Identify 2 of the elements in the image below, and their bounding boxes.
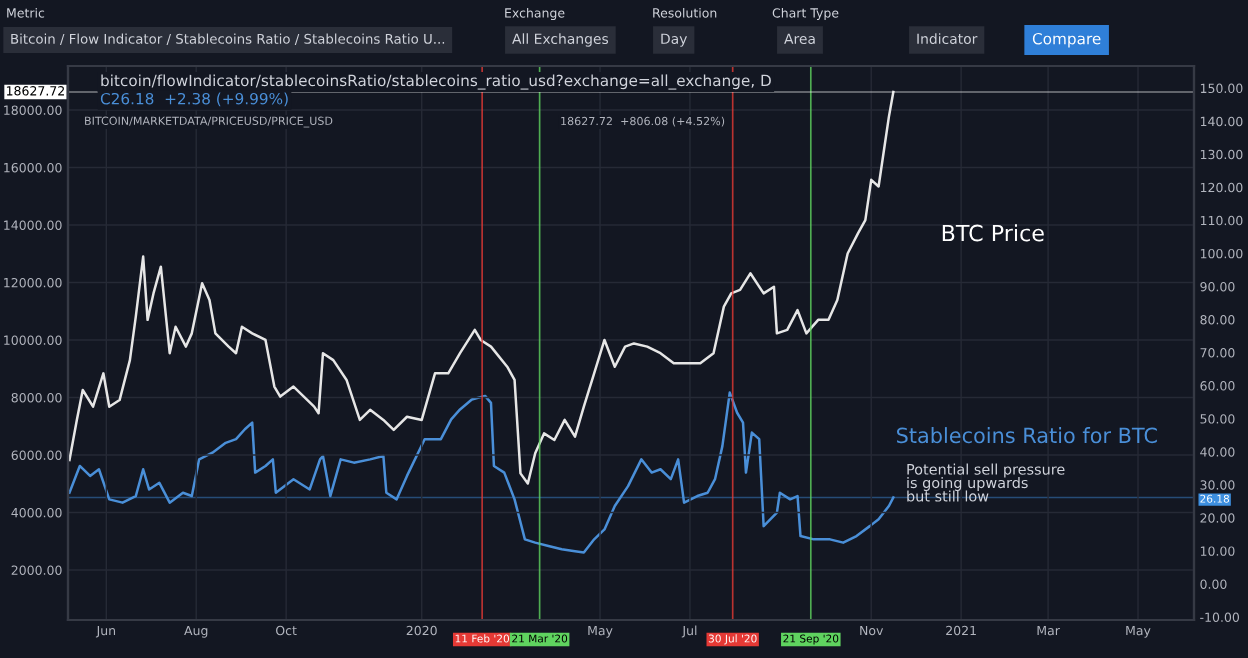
text: Stablecoins Ratio for BTC: [896, 427, 1157, 444]
text: BTC Price: [942, 224, 1044, 242]
